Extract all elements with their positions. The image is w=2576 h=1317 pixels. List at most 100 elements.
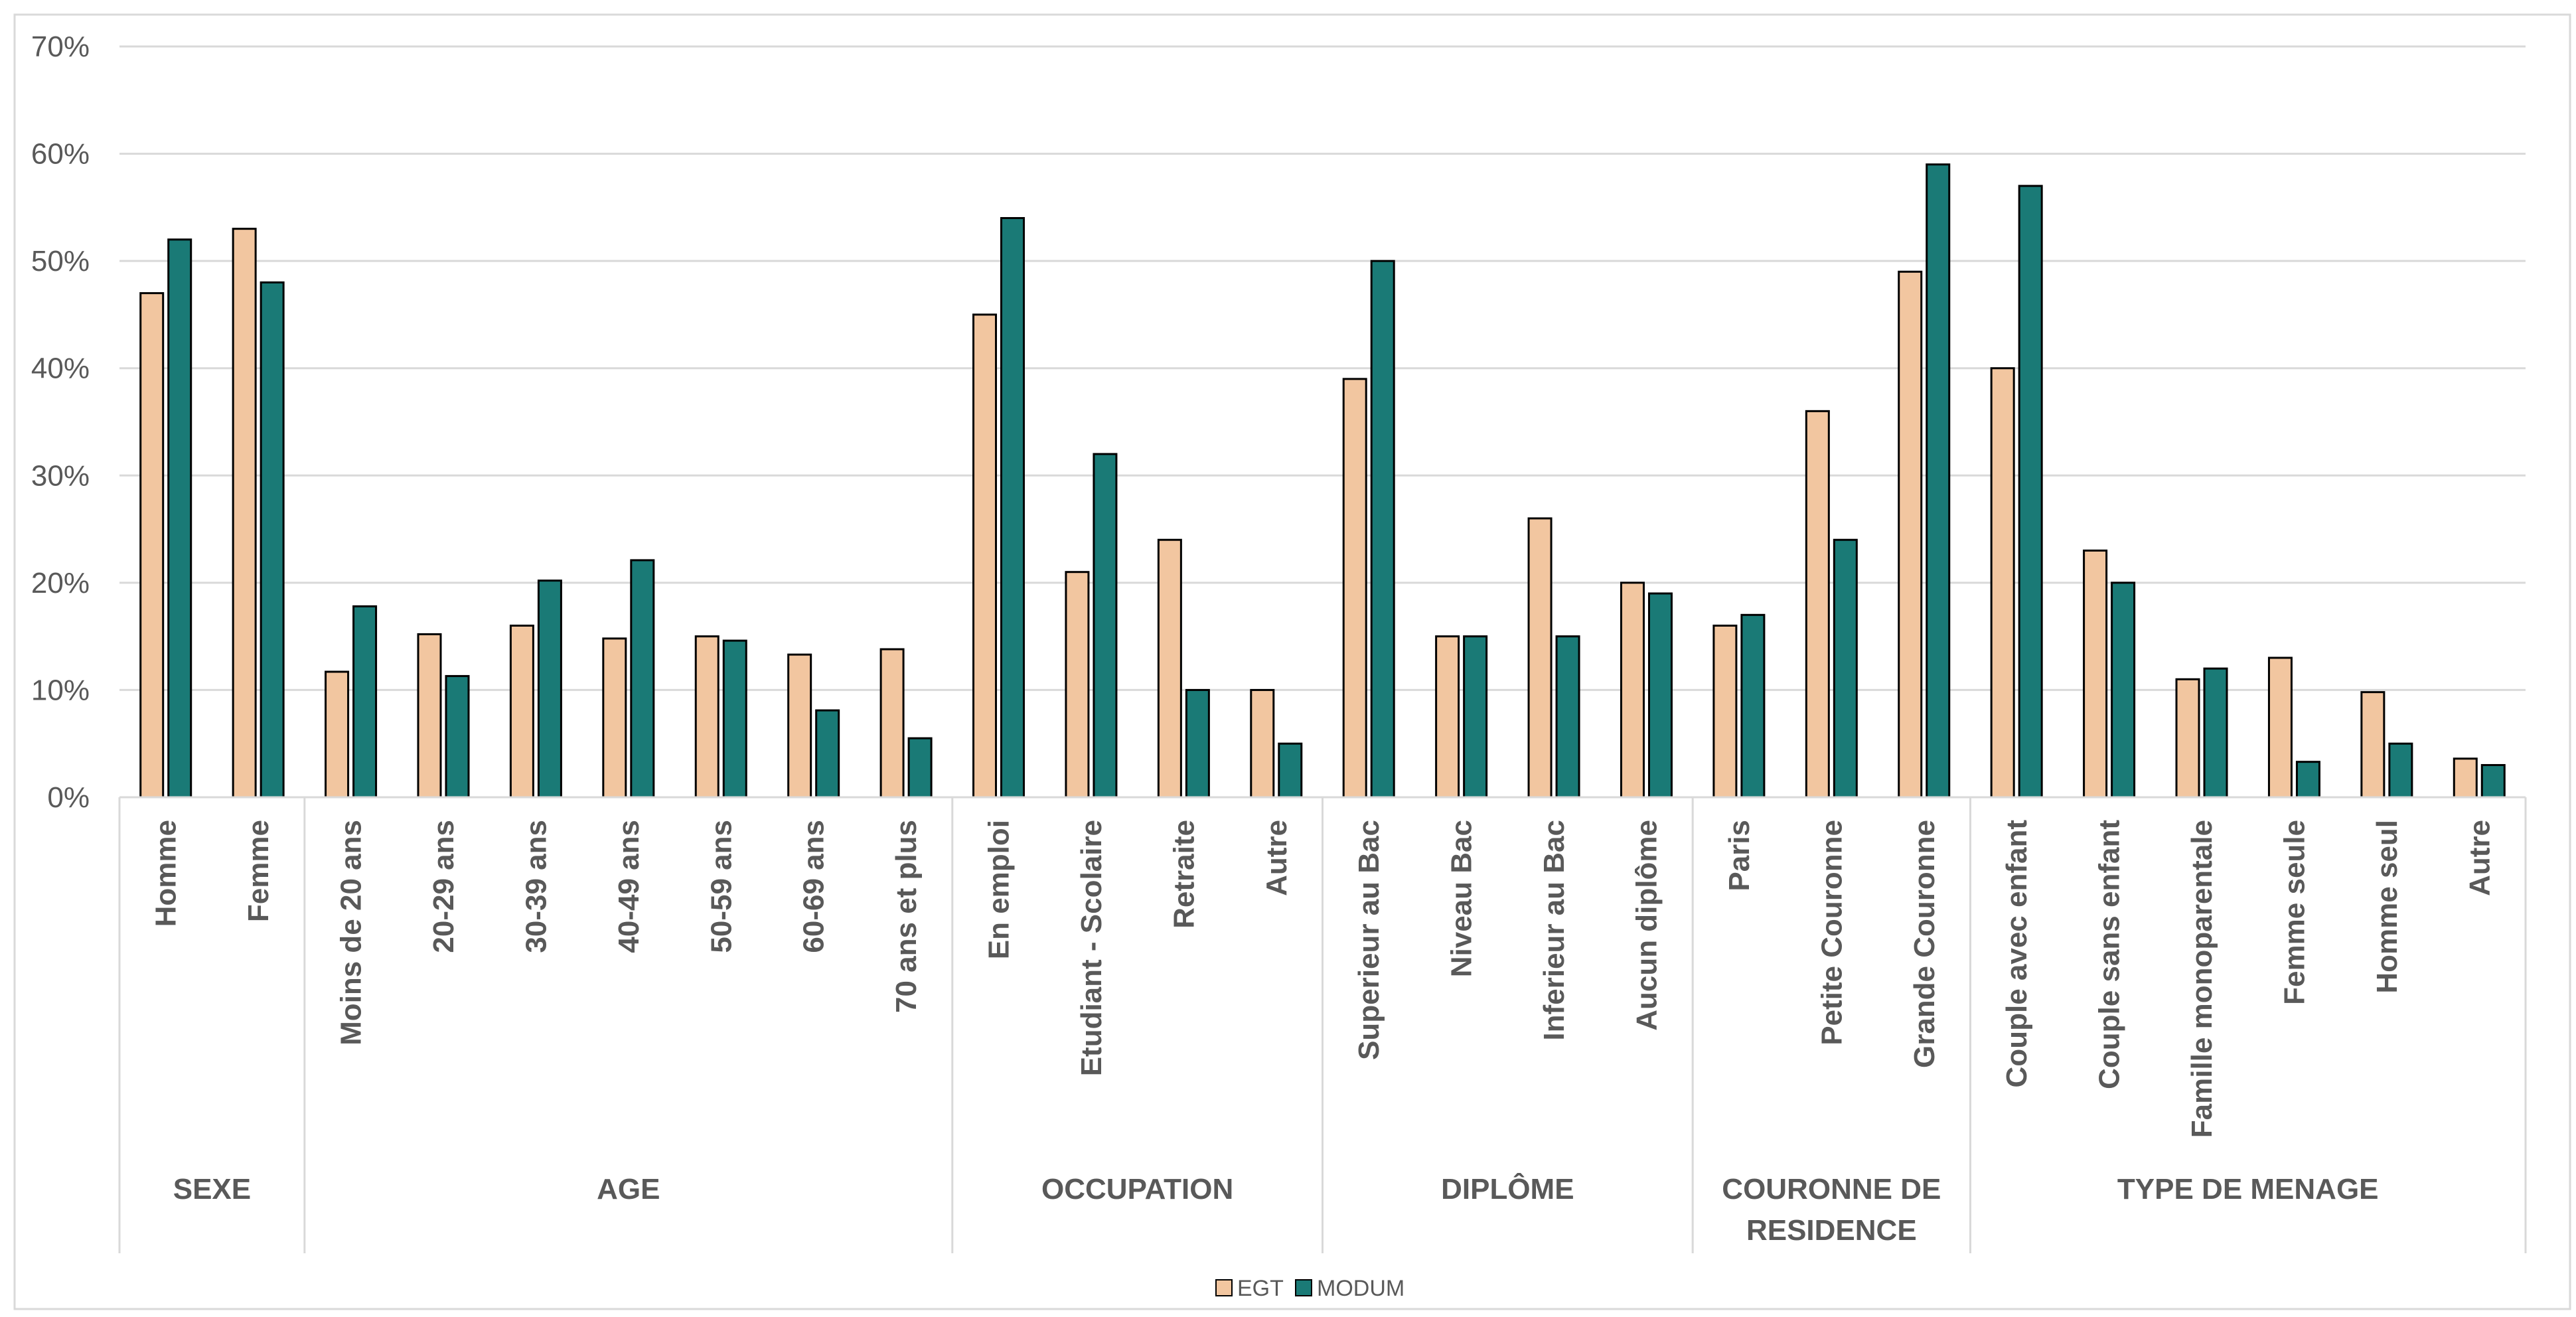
- bar-egt: [972, 313, 998, 799]
- bar-egt: [1527, 517, 1553, 799]
- x-tick-label: Famille monoparentale: [2186, 820, 2218, 1138]
- bar-egt: [1990, 367, 2015, 799]
- bar-egt: [2083, 549, 2108, 799]
- bar-egt: [1898, 270, 1923, 799]
- bar-egt: [1435, 635, 1460, 799]
- bar-egt: [1342, 378, 1367, 799]
- x-axis: Homme Femme Moins de 20 ans 20-29 ans 30-39 …: [118, 796, 2527, 1253]
- bar-modum: [1370, 260, 1395, 799]
- bar-modum: [722, 639, 747, 799]
- x-tick-label: Paris: [1723, 820, 1756, 891]
- bar-modum: [167, 238, 192, 799]
- bar-egt: [1620, 581, 1645, 799]
- x-tick-label: Femme: [242, 820, 275, 922]
- bar-egt: [509, 624, 534, 799]
- legend: EGT MODUM: [1215, 1276, 1404, 1301]
- bar-egt: [1805, 410, 1830, 799]
- y-tick-label: 70%: [31, 31, 90, 63]
- x-tick-label: Retraite: [1168, 820, 1200, 929]
- y-tick-label: 20%: [31, 567, 90, 599]
- bar-modum: [1647, 592, 1673, 799]
- x-tick-label: Homme: [150, 820, 183, 927]
- bar-egt: [2175, 678, 2200, 799]
- x-tick-label: Couple sans enfant: [2093, 820, 2126, 1089]
- x-tick-label: 70 ans et plus: [890, 820, 923, 1013]
- group-label: AGE: [597, 1173, 660, 1205]
- bar-egt: [232, 228, 257, 799]
- bar-egt: [1712, 624, 1738, 799]
- group-label: SEXE: [173, 1173, 251, 1205]
- bar-modum: [2480, 764, 2506, 799]
- bar-modum: [1463, 635, 1488, 799]
- x-tick-label: 30-39 ans: [520, 820, 552, 953]
- bar-modum: [1555, 635, 1580, 799]
- y-tick-label: 10%: [31, 674, 90, 706]
- bar-modum: [2388, 742, 2413, 799]
- bar-modum: [2203, 667, 2228, 799]
- bar-egt: [2267, 657, 2293, 799]
- legend-swatch-modum: [1295, 1279, 1312, 1296]
- bar-modum: [2111, 581, 2136, 799]
- bar-modum: [1833, 538, 1858, 799]
- bar-modum: [1926, 163, 1951, 799]
- x-tick-label: 40-49 ans: [613, 820, 645, 953]
- x-tick-label: Inferieur au Bac: [1538, 820, 1570, 1041]
- x-tick-label: Aucun diplôme: [1630, 820, 1663, 1031]
- y-tick-label: 0%: [47, 781, 90, 814]
- group-label: OCCUPATION: [1041, 1173, 1233, 1205]
- legend-swatch-egt: [1215, 1279, 1233, 1296]
- bar-modum: [537, 580, 562, 799]
- bar-modum: [1185, 688, 1210, 799]
- legend-label-modum: MODUM: [1317, 1276, 1404, 1301]
- bar-modum: [2018, 185, 2043, 799]
- bar-modum: [1000, 217, 1025, 799]
- y-axis: 0% 10% 20% 30% 40% 50% 60% 70%: [31, 31, 90, 814]
- group-label: DIPLÔME: [1441, 1172, 1574, 1205]
- bar-modum: [630, 559, 655, 799]
- bar-modum: [352, 605, 378, 799]
- x-tick-label: 60-69 ans: [798, 820, 830, 953]
- bar-egt: [1157, 538, 1182, 799]
- bar-modum: [1278, 742, 1303, 799]
- x-tick-label: Moins de 20 ans: [335, 820, 368, 1046]
- bar-modum: [907, 737, 933, 799]
- bar-modum: [445, 674, 470, 799]
- x-tick-label: Autre: [1260, 820, 1293, 896]
- bar-modum: [815, 709, 840, 799]
- y-tick-label: 40%: [31, 352, 90, 385]
- group-label: COURONNE DE: [1722, 1173, 1941, 1205]
- bar-egt: [2453, 757, 2478, 799]
- bar-modum: [260, 281, 285, 799]
- bar-modum: [2295, 761, 2320, 799]
- x-tick-label: Grande Couronne: [1908, 820, 1941, 1068]
- bar-egt: [1065, 571, 1090, 799]
- y-tick-label: 50%: [31, 245, 90, 277]
- bar-modum: [1740, 613, 1766, 799]
- bar-egt: [325, 670, 350, 799]
- x-tick-label: Homme seul: [2371, 820, 2403, 994]
- bar-modum: [1093, 453, 1118, 799]
- x-tick-label: 20-29 ans: [427, 820, 460, 953]
- x-tick-label: Superieur au Bac: [1353, 820, 1385, 1060]
- bar-egt: [879, 648, 905, 799]
- bar-egt: [1250, 688, 1275, 799]
- x-tick-label: Etudiant - Scolaire: [1075, 820, 1108, 1076]
- x-tick-label: Niveau Bac: [1446, 820, 1478, 977]
- x-tick-label: Couple avec enfant: [2001, 820, 2033, 1088]
- x-tick-label: Autre: [2463, 820, 2496, 896]
- legend-label-egt: EGT: [1237, 1276, 1284, 1301]
- bars: [139, 163, 2506, 799]
- y-tick-label: 30%: [31, 459, 90, 492]
- bar-egt: [417, 633, 442, 799]
- group-label: TYPE DE MENAGE: [2117, 1173, 2379, 1205]
- x-tick-label: 50-59 ans: [705, 820, 737, 953]
- y-tick-label: 60%: [31, 138, 90, 171]
- bar-egt: [787, 653, 812, 799]
- x-tick-label: Petite Couronne: [1815, 820, 1848, 1046]
- x-tick-label: En emploi: [983, 820, 1016, 959]
- bar-egt: [139, 292, 165, 799]
- bar-egt: [602, 637, 627, 799]
- bar-egt: [2360, 691, 2386, 799]
- group-label: RESIDENCE: [1746, 1214, 1917, 1247]
